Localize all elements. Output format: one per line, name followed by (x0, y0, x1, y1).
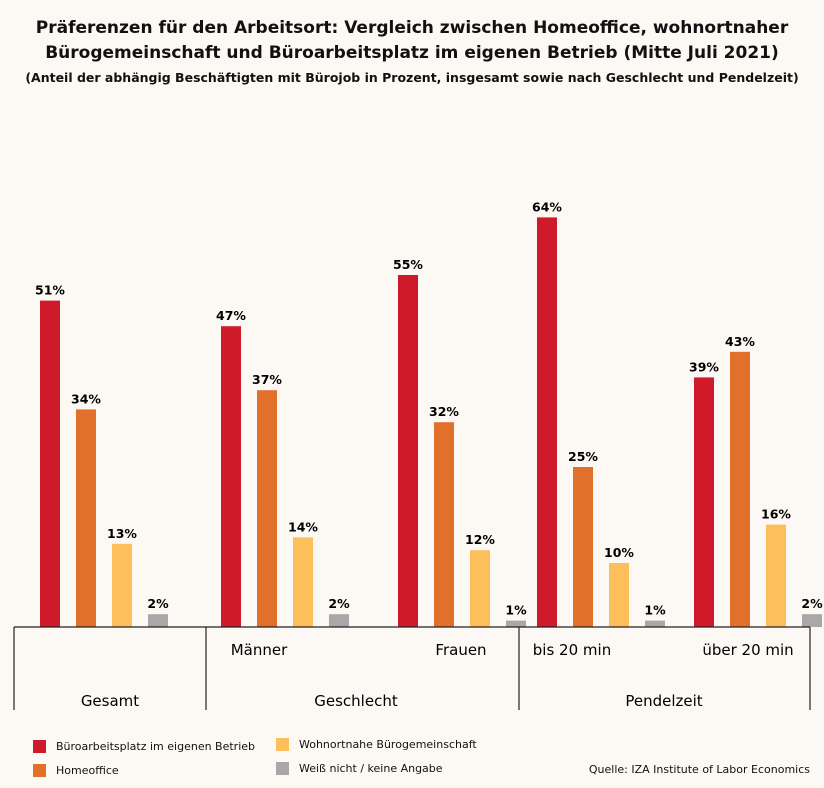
bar (148, 614, 168, 627)
bar (802, 614, 822, 627)
category-label: Männer (231, 641, 288, 659)
bar (537, 217, 557, 627)
data-label: 32% (429, 404, 459, 419)
data-label: 39% (689, 359, 719, 374)
legend-label: Homeoffice (56, 764, 119, 777)
data-label: 2% (328, 596, 350, 611)
bar (112, 543, 132, 627)
data-label: 64% (532, 199, 562, 214)
data-label: 12% (465, 532, 495, 547)
data-label: 2% (801, 596, 823, 611)
bar (766, 524, 786, 627)
legend-item: Büroarbeitsplatz im eigenen Betrieb (33, 740, 255, 753)
category-label: bis 20 min (533, 641, 611, 659)
bar (609, 563, 629, 627)
data-label: 1% (505, 603, 527, 618)
data-label: 25% (568, 449, 598, 464)
bar (506, 620, 526, 627)
source-note: Quelle: IZA Institute of Labor Economics (588, 763, 810, 776)
bar (434, 422, 454, 627)
chart-title-line-2: Bürogemeinschaft und Büroarbeitsplatz im… (45, 43, 779, 63)
chart-subtitle: (Anteil der abhängig Beschäftigten mit B… (25, 70, 799, 85)
data-label: 10% (604, 545, 634, 560)
legend-item: Homeoffice (33, 764, 119, 777)
legend-swatch (33, 740, 46, 753)
data-label: 37% (252, 372, 282, 387)
data-label: 43% (725, 334, 755, 349)
bar (470, 550, 490, 627)
bar (694, 377, 714, 627)
data-label: 55% (393, 257, 423, 272)
data-label: 14% (288, 519, 318, 534)
data-label: 1% (644, 603, 666, 618)
legend-label: Weiß nicht / keine Angabe (299, 762, 443, 775)
group-label: Pendelzeit (625, 692, 702, 710)
legend-item: Weiß nicht / keine Angabe (276, 762, 443, 775)
data-label: 16% (761, 507, 791, 522)
data-label: 47% (216, 308, 246, 323)
bar (257, 390, 277, 627)
bar (40, 300, 60, 627)
data-label: 13% (107, 526, 137, 541)
bar (645, 620, 665, 627)
data-label: 34% (71, 391, 101, 406)
legend-label: Büroarbeitsplatz im eigenen Betrieb (56, 740, 256, 753)
bar (573, 467, 593, 627)
bar (398, 275, 418, 627)
legend-swatch (33, 764, 46, 777)
bar (293, 537, 313, 627)
bar (221, 326, 241, 627)
legend-swatch (276, 762, 289, 775)
legend-item: Wohnortnahe Bürogemeinschaft (276, 738, 477, 751)
bar (329, 614, 349, 627)
data-label: 2% (147, 596, 169, 611)
chart-title-line-1: Präferenzen für den Arbeitsort: Vergleic… (35, 18, 789, 38)
category-label: über 20 min (702, 641, 793, 659)
legend-label: Wohnortnahe Bürogemeinschaft (299, 738, 477, 751)
bar (730, 351, 750, 627)
category-label: Frauen (435, 641, 486, 659)
group-label: Gesamt (81, 692, 139, 710)
bar (76, 409, 96, 627)
legend-swatch (276, 738, 289, 751)
data-label: 51% (35, 283, 65, 298)
group-label: Geschlecht (314, 692, 398, 710)
